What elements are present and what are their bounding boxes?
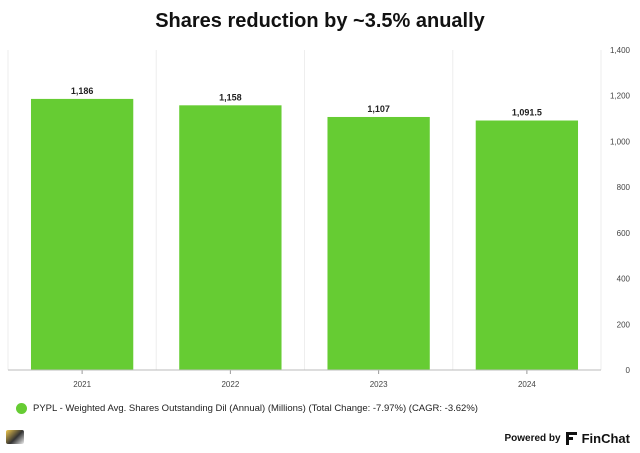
bar-2023[interactable] [327,116,430,370]
bars [30,98,579,371]
brand-name: FinChat [581,431,630,446]
grid-lines [7,50,602,370]
data-label-2021: 1,186 [71,86,94,96]
y-tick-label: 400 [617,275,631,284]
bar-2024[interactable] [475,120,579,370]
legend-swatch-icon [16,403,27,414]
powered-by-finchat[interactable]: Powered by FinChat [504,431,630,446]
x-tick-label-2024: 2024 [518,380,536,389]
legend[interactable]: PYPL - Weighted Avg. Shares Outstanding … [16,403,478,414]
y-tick-label: 800 [617,183,631,192]
x-axis: 2021 2022 2023 2024 [8,369,601,389]
y-tick-label: 0 [626,366,631,375]
chart-title: Shares reduction by ~3.5% anually [155,10,485,32]
data-label-2024: 1,091.5 [512,108,542,118]
bar-2022[interactable] [179,105,282,371]
x-tick-label-2021: 2021 [73,380,91,389]
data-label-2023: 1,107 [367,104,390,114]
user-avatar-icon [6,430,24,444]
finchat-logo-icon [565,432,577,445]
y-tick-label: 1,400 [610,46,631,55]
y-tick-label: 1,000 [610,137,631,146]
data-labels: 1,186 1,158 1,107 1,091.5 [71,86,542,118]
y-tick-label: 600 [617,229,631,238]
y-axis: 0 200 400 600 800 1,000 1,200 1,400 [610,46,631,375]
data-label-2022: 1,158 [219,92,242,102]
legend-label: PYPL - Weighted Avg. Shares Outstanding … [33,403,478,414]
x-tick-label-2023: 2023 [370,380,388,389]
x-tick-label-2022: 2022 [221,380,239,389]
bar-2021[interactable] [30,98,134,371]
y-tick-label: 200 [617,320,631,329]
y-tick-label: 1,200 [610,92,631,101]
powered-by-text: Powered by [504,433,561,444]
